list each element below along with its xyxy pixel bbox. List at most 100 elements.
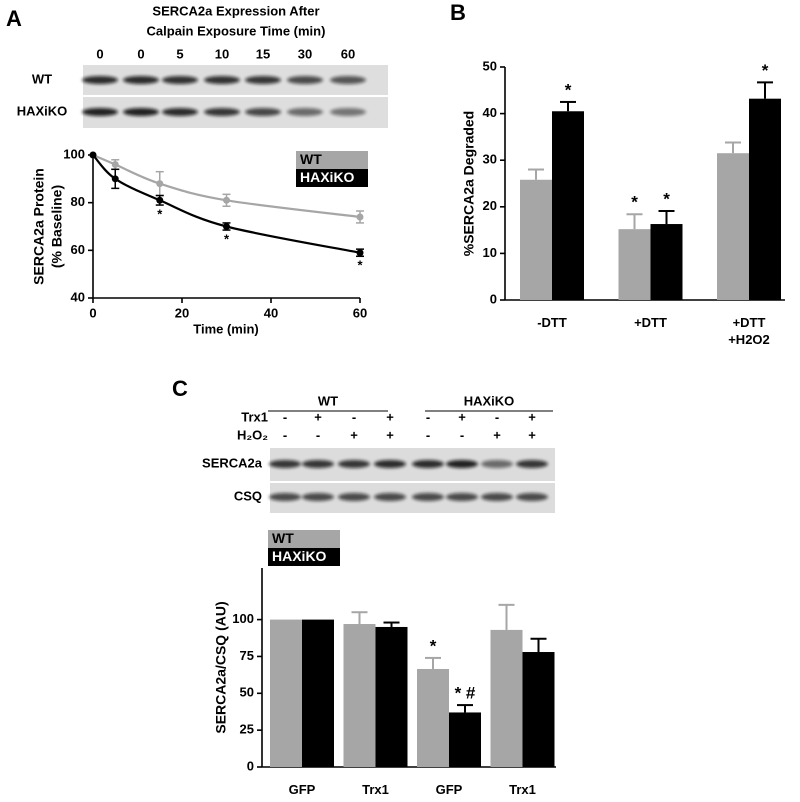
blot-band bbox=[374, 460, 406, 468]
bar bbox=[520, 179, 552, 300]
blot-band bbox=[446, 460, 478, 468]
annotation: * bbox=[157, 206, 163, 221]
treatment-sign: - bbox=[426, 409, 430, 424]
blot-band bbox=[82, 108, 118, 116]
series-line bbox=[92, 153, 361, 219]
x-tick-label: GFP bbox=[289, 782, 316, 797]
time-label: 60 bbox=[341, 46, 355, 61]
blot-row-label: CSQ bbox=[234, 488, 262, 503]
annotation: * bbox=[663, 189, 670, 208]
blot-band bbox=[412, 460, 444, 468]
x-tick-label-line: +DTT bbox=[733, 315, 766, 330]
annotation: * bbox=[430, 636, 437, 655]
treatment-label: H₂O₂ bbox=[237, 427, 268, 442]
blot-band bbox=[123, 108, 159, 116]
y-axis-label: (% Baseline) bbox=[49, 185, 65, 268]
blot-band bbox=[245, 76, 281, 84]
annotation: * bbox=[224, 232, 230, 247]
y-tick-label: 40 bbox=[483, 105, 497, 120]
treatment-sign: + bbox=[528, 409, 536, 424]
blot-title: SERCA2a Expression After bbox=[152, 3, 319, 18]
x-tick-label: 60 bbox=[353, 305, 367, 320]
y-tick-label: 50 bbox=[483, 58, 497, 73]
y-axis-label: SERCA2a Protein bbox=[31, 168, 47, 285]
blot-band bbox=[162, 76, 198, 84]
blot-band bbox=[516, 493, 548, 501]
treatment-sign: - bbox=[352, 409, 356, 424]
blot-band bbox=[374, 493, 406, 501]
treatment-sign: + bbox=[458, 409, 466, 424]
point bbox=[156, 180, 164, 188]
bar bbox=[302, 619, 334, 767]
legend-label: HAXiKO bbox=[300, 169, 355, 185]
treatment-sign: + bbox=[314, 409, 322, 424]
treatment-sign: + bbox=[386, 409, 394, 424]
x-tick-label: 0 bbox=[89, 305, 96, 320]
point bbox=[223, 196, 230, 204]
annotation: * bbox=[762, 61, 769, 80]
treatment-sign: + bbox=[493, 427, 501, 442]
blot-band bbox=[481, 460, 513, 468]
y-tick-label: 25 bbox=[240, 722, 254, 737]
panel-label: A bbox=[6, 6, 22, 31]
y-tick-label: 30 bbox=[483, 152, 497, 167]
point bbox=[111, 175, 119, 183]
x-tick-label-line: GFP bbox=[436, 782, 463, 797]
x-tick-label: GFP +H2O2 bbox=[428, 782, 470, 802]
bar bbox=[490, 629, 523, 767]
x-tick-label-line: +H2O2 bbox=[428, 799, 470, 802]
bar bbox=[375, 626, 408, 767]
treatment-label: Trx1 bbox=[241, 409, 268, 424]
bar bbox=[618, 229, 651, 300]
x-tick-label: -DTT bbox=[537, 315, 567, 330]
blot-band bbox=[287, 76, 323, 84]
blot-band bbox=[269, 493, 301, 501]
y-tick-label: 10 bbox=[483, 245, 497, 260]
x-tick-label-line: -DTT bbox=[537, 315, 567, 330]
time-label: 15 bbox=[256, 46, 270, 61]
y-tick-label: 60 bbox=[71, 242, 85, 257]
legend-label: WT bbox=[272, 530, 294, 546]
annotation: * bbox=[631, 193, 638, 212]
y-tick-label: 80 bbox=[71, 194, 85, 209]
group-label: WT bbox=[318, 393, 338, 408]
annotation: * # bbox=[455, 684, 476, 703]
bar bbox=[343, 624, 376, 767]
legend-swatch bbox=[296, 151, 368, 169]
blot-title: Calpain Exposure Time (min) bbox=[147, 23, 326, 38]
y-tick-label: 50 bbox=[240, 685, 254, 700]
time-label: 0 bbox=[96, 46, 103, 61]
point bbox=[111, 161, 119, 169]
series-line bbox=[92, 154, 361, 254]
y-tick-label: 100 bbox=[232, 611, 254, 626]
treatment-sign: - bbox=[283, 427, 287, 442]
y-tick-label: 20 bbox=[483, 198, 497, 213]
legend-label: WT bbox=[300, 151, 322, 167]
blot-band bbox=[330, 108, 366, 116]
bar bbox=[717, 153, 749, 300]
y-tick-label: 0 bbox=[247, 758, 254, 773]
blot-band bbox=[302, 493, 334, 501]
time-label: 0 bbox=[137, 46, 144, 61]
blot-row-label: SERCA2a bbox=[202, 455, 263, 470]
x-tick-label-line: +H2O2 bbox=[728, 332, 770, 347]
x-tick-label-line: +H2O2 bbox=[502, 799, 544, 802]
legend-swatch bbox=[268, 530, 340, 548]
time-label: 10 bbox=[215, 46, 229, 61]
point bbox=[223, 223, 230, 230]
y-tick-label: 40 bbox=[71, 289, 85, 304]
bar bbox=[552, 111, 584, 301]
treatment-sign: - bbox=[283, 409, 287, 424]
blot-band bbox=[82, 76, 118, 84]
annotation: * bbox=[565, 80, 572, 99]
time-label: 5 bbox=[176, 46, 183, 61]
bar bbox=[449, 712, 481, 767]
panel-label: C bbox=[172, 376, 188, 401]
blot-band bbox=[123, 76, 159, 84]
blot-band bbox=[269, 460, 301, 468]
blot-band bbox=[481, 493, 513, 501]
blot-band bbox=[162, 108, 198, 116]
bar bbox=[417, 668, 449, 767]
x-tick-label: +DTT +H2O2 bbox=[728, 315, 770, 347]
y-tick-label: 75 bbox=[240, 648, 254, 663]
